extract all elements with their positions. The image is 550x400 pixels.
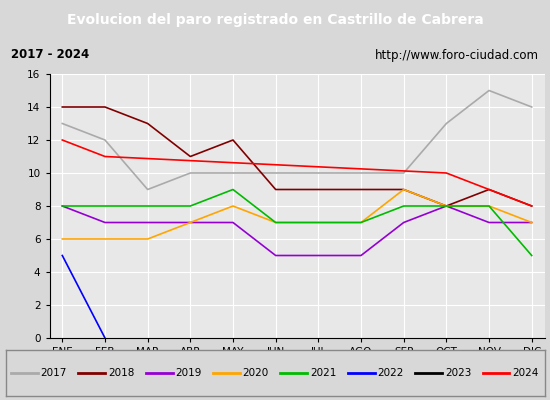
Text: 2022: 2022 [377,368,404,378]
Text: 2019: 2019 [175,368,202,378]
Text: 2020: 2020 [243,368,269,378]
Text: 2018: 2018 [108,368,134,378]
Text: 2023: 2023 [445,368,471,378]
Text: http://www.foro-ciudad.com: http://www.foro-ciudad.com [375,48,539,62]
Text: Evolucion del paro registrado en Castrillo de Cabrera: Evolucion del paro registrado en Castril… [67,13,483,27]
Text: 2024: 2024 [512,368,538,378]
Text: 2017 - 2024: 2017 - 2024 [11,48,89,62]
Text: 2017: 2017 [41,368,67,378]
Text: 2021: 2021 [310,368,337,378]
